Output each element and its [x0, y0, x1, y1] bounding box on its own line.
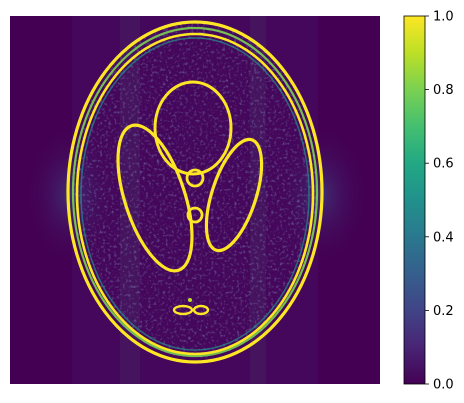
right-ellipse-edge: [204, 137, 264, 253]
colorbar-tick-label: 0.6: [433, 157, 454, 172]
left-ellipse-edge: [116, 123, 194, 273]
colorbar-ticks: 0.0 0.2 0.4 0.6 0.8 1.0: [425, 10, 454, 393]
colorbar-tick-label: 0.8: [433, 83, 454, 98]
upper-ellipse-edge: [153, 80, 233, 176]
colorbar: 0.0 0.2 0.4 0.6 0.8 1.0: [403, 10, 454, 393]
outer-ellipse-halo: [71, 26, 319, 358]
bottom-cluster: [172, 298, 210, 316]
center-circle-upper: [185, 168, 205, 188]
center-circle-lower: [186, 206, 204, 224]
colorbar-tick-label: 0.0: [433, 378, 454, 393]
colorbar-tick-label: 1.0: [433, 10, 454, 25]
colorbar-gradient: [403, 15, 426, 385]
colorbar-tick-label: 0.4: [433, 230, 454, 245]
outer-ellipse-edge: [66, 20, 324, 364]
heatmap-image: [10, 16, 380, 384]
colorbar-tick-label: 0.2: [433, 304, 454, 319]
